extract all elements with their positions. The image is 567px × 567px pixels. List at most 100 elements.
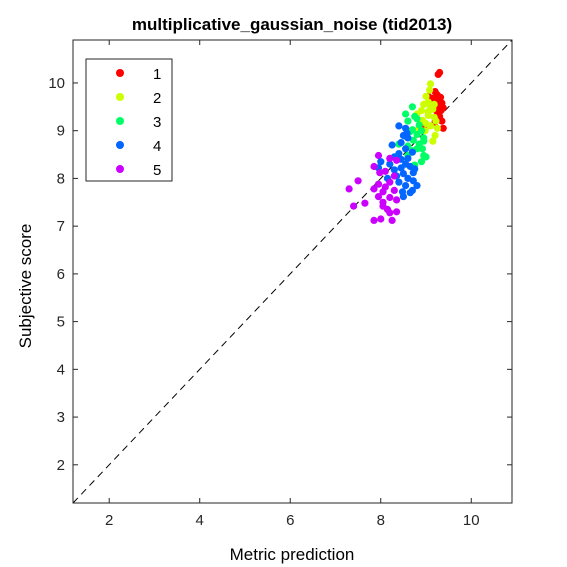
data-point-series-5 (390, 172, 398, 180)
data-point-series-4 (404, 174, 412, 182)
data-point-series-5 (374, 151, 383, 160)
data-point-series-3 (409, 136, 417, 144)
legend-marker-5 (116, 165, 124, 173)
x-tick-label: 6 (286, 512, 294, 529)
data-point-series-5 (376, 169, 384, 177)
legend-label-3: 3 (153, 114, 161, 131)
data-point-series-4 (399, 170, 407, 178)
data-point-series-2 (433, 124, 441, 132)
data-point-series-5 (370, 216, 378, 224)
data-point-series-4 (408, 186, 416, 194)
legend-marker-2 (116, 93, 124, 101)
data-point-series-2 (430, 100, 438, 108)
legend-label-5: 5 (153, 162, 161, 179)
y-tick-label: 8 (57, 170, 65, 187)
y-tick-label: 2 (57, 457, 65, 474)
data-point-series-3 (408, 103, 416, 111)
data-point-series-4 (377, 158, 385, 166)
data-point-series-1 (434, 70, 442, 78)
data-point-series-3 (402, 110, 410, 118)
data-point-series-5 (377, 215, 385, 223)
data-point-series-5 (386, 154, 394, 162)
y-tick-label: 9 (57, 123, 65, 140)
data-point-series-4 (408, 148, 416, 156)
data-point-series-5 (374, 193, 383, 201)
data-point-series-5 (388, 216, 396, 224)
data-point-series-5 (386, 178, 394, 186)
data-point-series-3 (415, 121, 423, 129)
data-point-series-3 (404, 117, 412, 125)
data-point-series-5 (354, 177, 362, 185)
data-point-series-5 (381, 167, 389, 175)
data-point-series-4 (409, 177, 417, 185)
data-point-series-5 (350, 202, 358, 210)
x-axis-label: Metric prediction (230, 545, 355, 564)
data-point-series-2 (420, 100, 428, 108)
legend-marker-1 (116, 69, 124, 77)
data-point-series-5 (379, 198, 387, 206)
data-point-series-4 (397, 164, 405, 172)
data-point-series-2 (429, 137, 437, 145)
y-axis-label: Subjective score (16, 224, 35, 349)
legend-label-1: 1 (153, 66, 161, 83)
data-point-series-4 (386, 160, 394, 168)
plot-frame (72, 39, 513, 504)
data-point-series-5 (386, 193, 394, 202)
chart-title: multiplicative_gaussian_noise (tid2013) (132, 15, 452, 34)
data-point-series-4 (404, 154, 412, 162)
x-axis-ticks: 2 4 6 8 10 (105, 40, 480, 529)
data-point-series-3 (420, 137, 428, 145)
data-point-series-4 (403, 129, 411, 137)
data-point-series-1 (438, 117, 446, 125)
legend-box (85, 58, 173, 182)
data-point-series-4 (409, 169, 417, 177)
data-point-series-5 (361, 199, 369, 207)
data-point-series-4 (398, 188, 407, 196)
data-point-series-2 (426, 86, 434, 94)
data-point-series-5 (370, 185, 378, 193)
y-tick-label: 5 (57, 314, 65, 331)
data-point-series-4 (402, 145, 410, 153)
y-tick-label: 6 (57, 266, 65, 283)
data-point-series-5 (393, 156, 401, 164)
x-tick-label: 8 (377, 512, 385, 529)
legend-label-2: 2 (153, 90, 161, 107)
data-point-series-4 (388, 141, 396, 149)
data-point-series-5 (345, 185, 353, 193)
data-point-series-4 (395, 178, 403, 186)
data-point-series-2 (426, 80, 435, 88)
y-tick-label: 10 (48, 75, 65, 92)
data-point-series-3 (422, 153, 430, 161)
data-point-series-4 (395, 122, 403, 130)
data-point-series-5 (393, 196, 401, 204)
data-point-series-5 (386, 209, 394, 217)
data-point-series-5 (393, 208, 401, 216)
data-point-series-2 (432, 117, 440, 125)
data-point-series-2 (422, 92, 430, 100)
data-point-series-5 (374, 180, 383, 188)
data-points (345, 68, 447, 224)
data-point-series-4 (397, 139, 405, 147)
data-point-series-3 (413, 130, 421, 139)
data-point-series-2 (431, 131, 439, 140)
data-point-series-5 (390, 186, 398, 194)
legend-marker-3 (116, 117, 124, 125)
data-point-series-2 (424, 108, 432, 116)
x-tick-label: 4 (196, 512, 204, 529)
x-tick-label: 10 (463, 512, 480, 529)
data-point-series-4 (390, 166, 398, 174)
data-point-series-3 (417, 158, 426, 166)
y-tick-label: 7 (57, 218, 65, 235)
y-axis-ticks: 2 3 4 5 6 7 8 9 10 (48, 75, 512, 474)
y-tick-label: 4 (57, 361, 65, 378)
data-point-series-3 (418, 145, 426, 153)
data-point-series-2 (426, 122, 435, 130)
data-point-series-4 (402, 182, 410, 190)
x-tick-label: 2 (105, 512, 113, 529)
data-point-series-5 (379, 188, 387, 196)
y-tick-label: 3 (57, 409, 65, 426)
data-point-series-3 (413, 115, 421, 123)
data-point-series-1 (439, 124, 447, 132)
legend-marker-4 (116, 141, 124, 149)
